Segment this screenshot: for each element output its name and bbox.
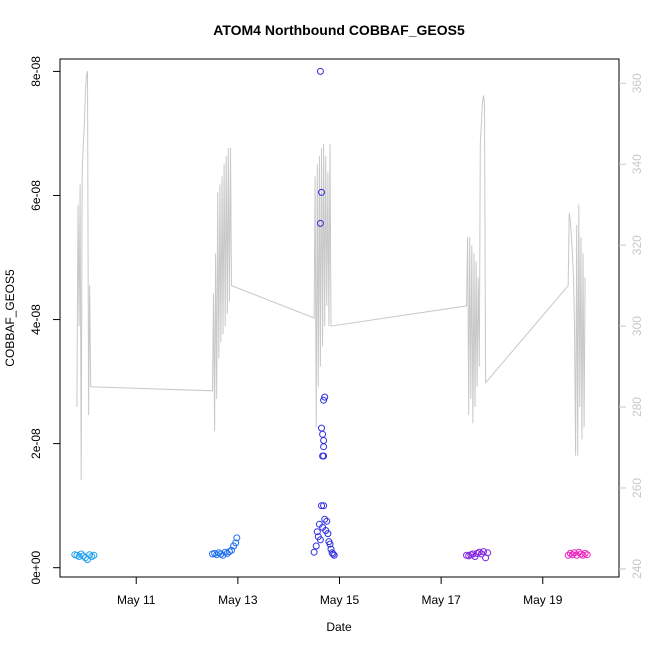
scatter-point (475, 548, 483, 556)
scatter-point (568, 551, 576, 559)
scatter-point (228, 546, 235, 554)
scatter-point (318, 188, 325, 196)
scatter-point (316, 67, 324, 75)
scatter-point (312, 542, 320, 550)
line-series (76, 70, 586, 480)
scatter-point (320, 396, 328, 404)
scatter-point (326, 540, 334, 548)
scatter-point (316, 536, 324, 544)
scatter-point (318, 502, 325, 510)
scatter-point (77, 550, 85, 558)
x-axis-label: Date (326, 620, 352, 634)
scatter-point (313, 528, 321, 536)
scatter-point (232, 539, 240, 547)
y-tick-label: 4e-08 (29, 304, 43, 335)
scatter-point (583, 551, 591, 559)
y2-tick-label: 360 (630, 73, 644, 93)
scatter-point (319, 430, 327, 438)
scatter-point (320, 502, 328, 510)
x-tick-label: May 13 (218, 593, 258, 607)
scatter-point (480, 548, 487, 556)
scatter-point (90, 551, 98, 559)
x-tick-label: May 15 (320, 593, 360, 607)
scatter-point (318, 424, 325, 432)
scatter-point (484, 549, 492, 557)
x-tick-label: May 19 (523, 593, 563, 607)
tick-layer: May 11 May 13 May 15 May 17 May 19 0e+00 2e-08… (29, 56, 644, 607)
scatter-point (579, 551, 587, 559)
y2-tick-label: 340 (630, 154, 644, 174)
scatter-point (316, 219, 324, 227)
scatter-point (323, 517, 331, 525)
scatter-series-layer (71, 67, 591, 564)
chart-title: ATOM4 Northbound COBBAF_GEOS5 (213, 22, 465, 38)
y2-tick-label: 280 (630, 397, 644, 417)
y-axis-label: COBBAF_GEOS5 (3, 269, 17, 367)
scatter-point (310, 548, 318, 556)
scatter-point (564, 551, 572, 559)
x-tick-label: May 11 (117, 593, 156, 607)
scatter-point (324, 530, 332, 538)
scatter-point (321, 515, 329, 523)
scatter-point (329, 550, 337, 558)
plot-frame (59, 58, 620, 578)
y-tick-label: 8e-08 (29, 56, 43, 87)
y2-tick-label: 300 (630, 316, 644, 336)
y2-tick-label: 260 (630, 478, 644, 498)
y-tick-label: 6e-08 (29, 180, 43, 211)
scatter-point (320, 437, 328, 444)
scatter-point (330, 551, 338, 559)
y2-tick-label: 240 (630, 559, 644, 579)
scatter-point (233, 534, 241, 542)
y2-tick-label: 320 (630, 235, 644, 255)
line-series-layer (76, 70, 586, 480)
scatter-point (319, 452, 327, 460)
y-tick-label: 2e-08 (29, 428, 43, 459)
scatter-point (86, 551, 94, 559)
x-tick-label: May 17 (421, 593, 461, 607)
scatter-point (321, 393, 329, 401)
scatter-point (79, 552, 87, 560)
scatter-point (320, 443, 328, 451)
y-tick-label: 0e+00 (29, 551, 43, 585)
